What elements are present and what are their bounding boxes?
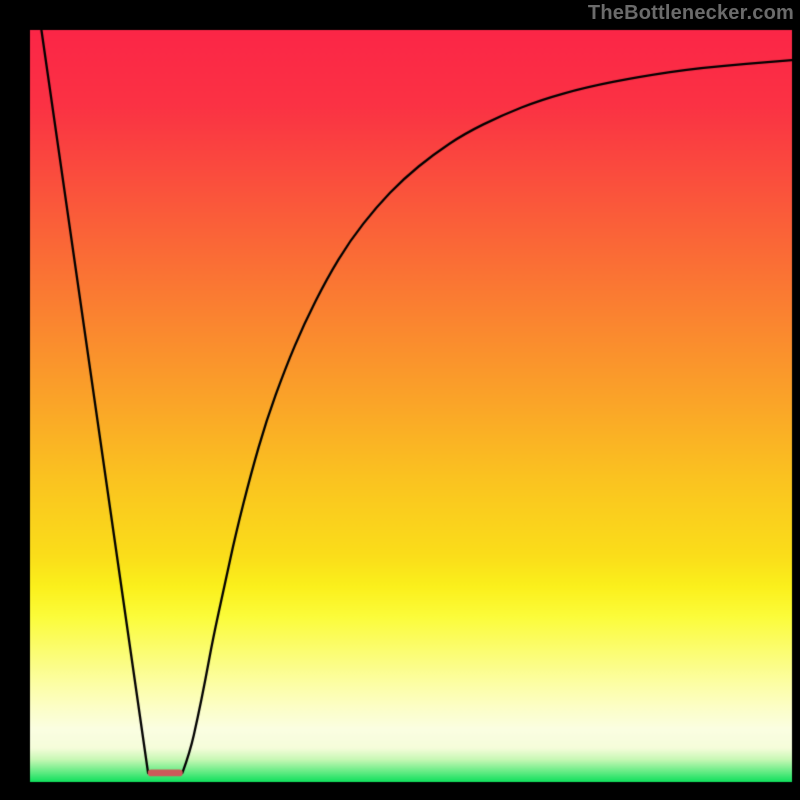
- chart-stage: TheBottlenecker.com: [0, 0, 800, 800]
- bottleneck-chart-canvas: [0, 0, 800, 800]
- watermark-text: TheBottlenecker.com: [588, 2, 794, 25]
